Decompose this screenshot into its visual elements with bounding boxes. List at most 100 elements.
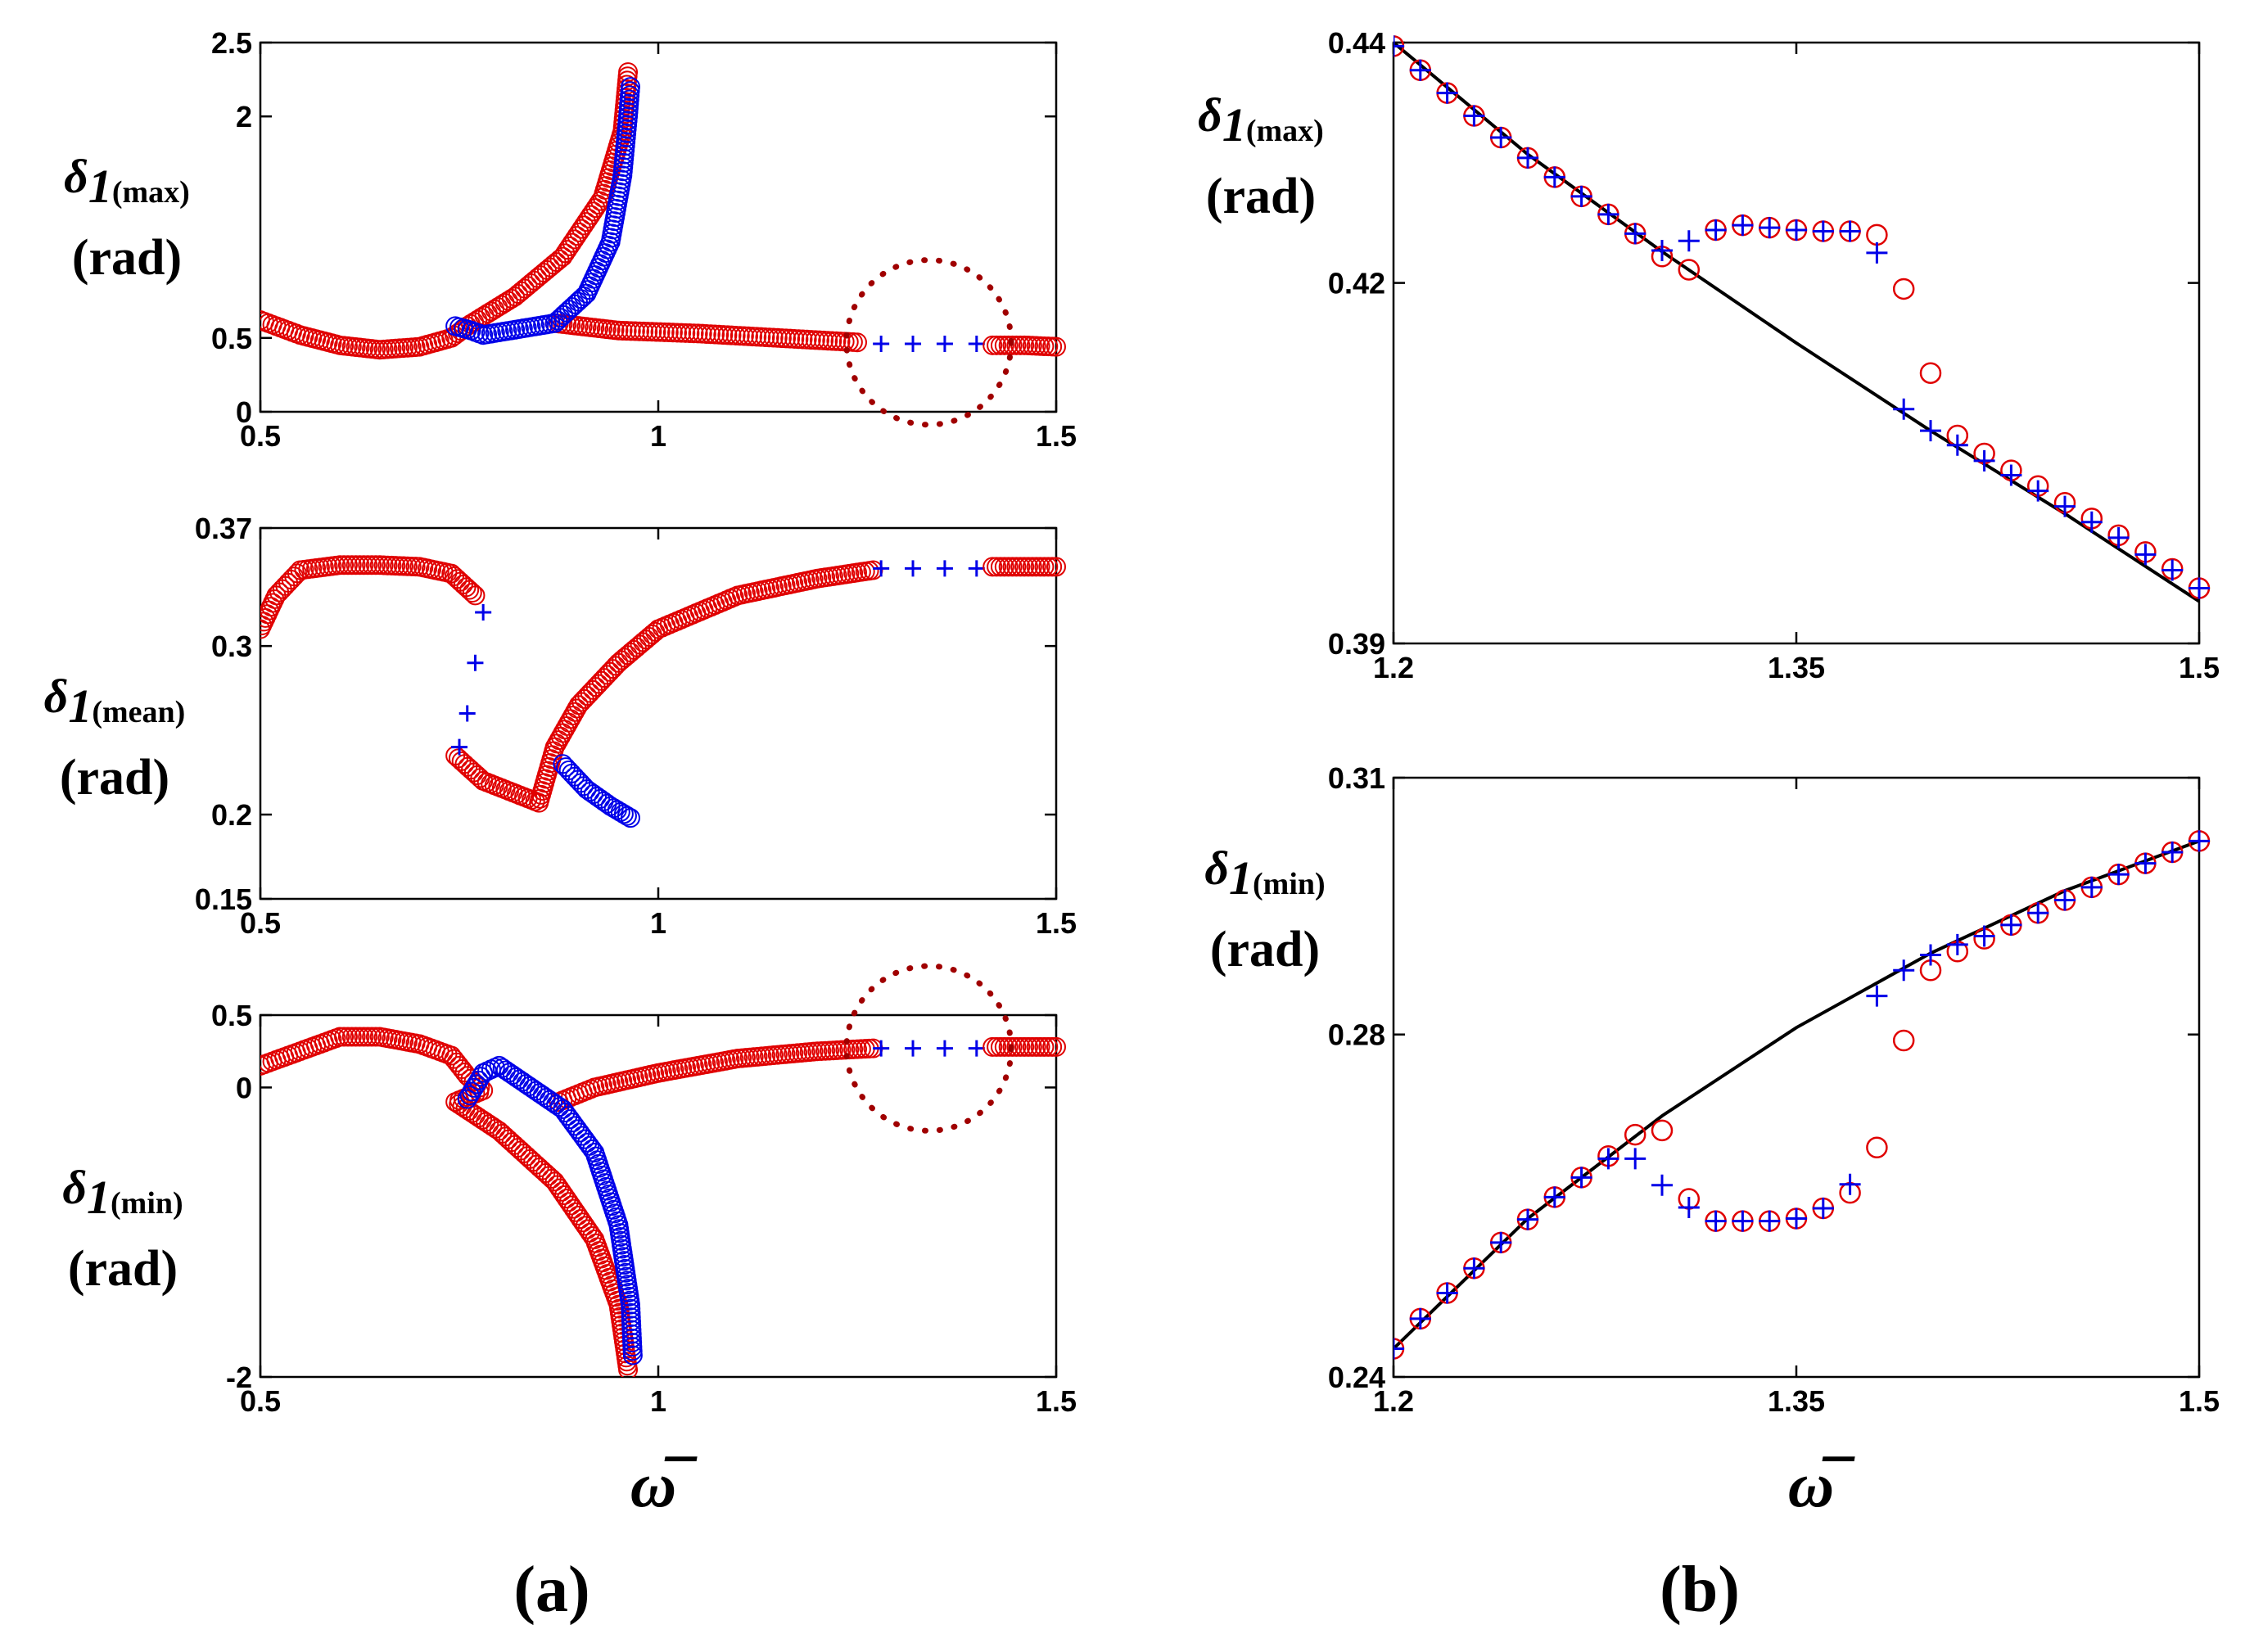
data-point — [2161, 559, 2184, 581]
data-point — [1946, 434, 1968, 456]
x-tick-label: 1.5 — [2179, 1384, 2220, 1418]
data-point — [1394, 35, 1404, 57]
data-point — [535, 1087, 556, 1108]
data-point — [568, 1205, 589, 1225]
data-point — [522, 1078, 543, 1099]
data-point — [982, 1036, 1003, 1057]
data-point — [365, 555, 386, 575]
series-unstable — [445, 77, 640, 345]
highlight-circle — [843, 257, 1014, 428]
data-point — [471, 1067, 491, 1087]
y-axis-label-unit: (rad) — [1206, 169, 1316, 224]
data-point — [1866, 985, 1888, 1007]
y-axis-label: δ1(min) (rad) — [1204, 842, 1325, 977]
x-tick-label: 0.5 — [240, 906, 281, 940]
data-point — [994, 335, 1014, 355]
data-point — [1759, 1210, 1781, 1232]
data-point — [1018, 557, 1038, 577]
data-point — [1042, 1036, 1063, 1057]
data-point — [1570, 1167, 1592, 1189]
data-point — [441, 1045, 462, 1066]
x-tick-label: 1 — [650, 906, 666, 940]
data-point — [506, 1067, 526, 1087]
data-point — [341, 555, 362, 575]
data-point — [553, 1099, 573, 1119]
y-axis-label: δ1(min) (rad) — [62, 1161, 183, 1297]
x-tick-label: 1 — [650, 1384, 666, 1418]
data-point — [567, 226, 587, 246]
data-point — [1543, 1186, 1565, 1208]
data-point — [451, 738, 468, 756]
data-point — [2027, 480, 2049, 502]
y-axis-label-unit: (rad) — [60, 750, 169, 806]
data-point — [362, 1027, 382, 1047]
data-point — [1732, 214, 1754, 237]
y-tick-label: 2.5 — [211, 26, 252, 60]
data-point — [455, 1099, 476, 1119]
data-point — [1597, 1148, 1619, 1170]
axes-box — [259, 41, 1058, 413]
data-point — [1866, 241, 1888, 264]
data-point — [1973, 449, 1995, 472]
y-tick-label: 0.44 — [1328, 26, 1385, 60]
y-tick-label: 2 — [236, 100, 252, 133]
data-point — [1624, 223, 1646, 245]
plot-area — [260, 62, 1066, 360]
data-point — [475, 603, 492, 621]
data-point — [571, 219, 592, 239]
data-point — [998, 557, 1019, 577]
data-point — [472, 1109, 493, 1130]
y-tick-label: 0.28 — [1328, 1018, 1385, 1052]
data-point — [2027, 902, 2049, 924]
data-point — [1973, 925, 1995, 947]
data-point — [341, 1027, 362, 1047]
series-stable-tail — [982, 1036, 1066, 1057]
data-point — [354, 555, 374, 575]
series-unstable-cross — [873, 560, 985, 577]
y-axis-label-unit: (rad) — [68, 1241, 178, 1297]
data-point — [2189, 577, 2210, 599]
data-point — [1010, 557, 1031, 577]
data-point — [2080, 876, 2103, 898]
data-point — [516, 1074, 536, 1095]
data-point — [575, 1129, 595, 1149]
data-point — [482, 1117, 503, 1136]
data-point — [1463, 105, 1485, 127]
data-point — [936, 1040, 953, 1057]
data-point — [2161, 841, 2184, 863]
series-unstable2 — [553, 754, 640, 828]
data-point — [1651, 1119, 1674, 1142]
data-point — [564, 229, 585, 250]
data-point — [561, 1195, 581, 1216]
y-axis-label-unit: (rad) — [1210, 922, 1320, 977]
data-point — [1866, 1136, 1888, 1158]
data-point — [362, 555, 382, 575]
data-point — [334, 1027, 355, 1047]
data-point — [1517, 1208, 1538, 1230]
data-point — [458, 1100, 479, 1121]
data-point — [502, 1065, 522, 1086]
data-point — [334, 555, 355, 575]
data-point — [873, 1040, 890, 1057]
y-axis-label-symbol: δ1(max) — [1198, 88, 1324, 151]
data-point — [2107, 526, 2130, 548]
data-point — [1002, 335, 1023, 355]
data-point — [365, 1027, 386, 1047]
data-point — [1624, 1148, 1646, 1170]
data-point — [580, 205, 601, 225]
data-point — [936, 560, 953, 577]
data-point — [350, 1027, 370, 1047]
data-point — [1893, 959, 1915, 982]
data-point — [449, 1055, 469, 1076]
data-point — [1018, 1036, 1038, 1057]
data-point — [1006, 335, 1027, 355]
data-point — [1046, 336, 1066, 357]
data-point — [968, 1040, 985, 1057]
y-axis-label-symbol: δ1(min) — [62, 1161, 183, 1224]
y-tick-label: 0 — [236, 1071, 252, 1104]
data-point — [905, 1040, 922, 1057]
data-point — [565, 1116, 585, 1136]
x-tick-label: 1.5 — [2179, 651, 2220, 684]
data-point — [559, 236, 580, 256]
data-point — [1786, 1207, 1807, 1230]
